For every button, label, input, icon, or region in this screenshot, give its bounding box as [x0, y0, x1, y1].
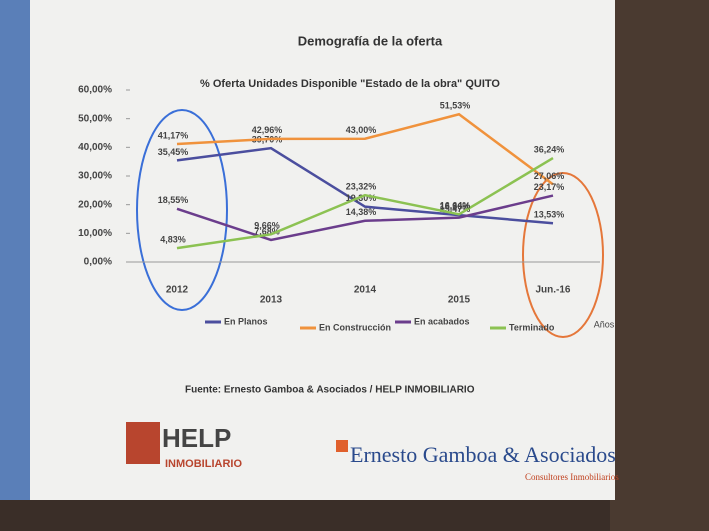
data-label: 4,83%	[160, 235, 186, 245]
help-logo-icon	[126, 422, 160, 464]
y-tick-label: 30,00%	[78, 171, 112, 182]
data-label: 43,00%	[346, 125, 377, 135]
y-tick-label: 20,00%	[78, 199, 112, 210]
series-line	[176, 146, 554, 225]
curtain	[610, 0, 709, 531]
data-label: 7,68%	[254, 226, 280, 236]
gamboa-logo-sub: Consultores Inmobiliarios	[525, 472, 619, 482]
series-line	[176, 157, 554, 250]
x-tick-label: 2014	[354, 285, 377, 296]
data-label: 9,66%	[254, 221, 280, 231]
data-label: 42,96%	[252, 125, 283, 135]
data-label: 27,06%	[534, 171, 565, 181]
highlight-circle	[136, 109, 228, 311]
help-logo-sub: INMOBILIARIO	[165, 458, 242, 470]
data-label: 23,17%	[534, 182, 565, 192]
x-tick-label: 2012	[166, 285, 189, 296]
y-tick-label: 40,00%	[78, 142, 112, 153]
legend-label: En Construcción	[319, 322, 391, 332]
legend-label: En acabados	[414, 316, 470, 326]
data-label: 16,36%	[440, 201, 471, 211]
help-logo: HELP	[162, 423, 231, 453]
data-label: 41,17%	[158, 130, 189, 140]
x-axis-label: Años	[594, 319, 615, 329]
data-label: 18,55%	[158, 195, 189, 205]
x-tick-label: Jun.-16	[535, 285, 570, 296]
gamboa-logo-icon	[336, 440, 348, 452]
legend-label: En Planos	[224, 316, 268, 326]
chart-title: Demografía de la oferta	[298, 33, 443, 48]
chart-subtitle: % Oferta Unidades Disponible "Estado de …	[200, 78, 500, 90]
y-tick-label: 0,00%	[84, 257, 112, 268]
slide	[30, 0, 615, 500]
gamboa-logo: Ernesto Gamboa & Asociados	[350, 442, 616, 467]
x-tick-label: 2013	[260, 295, 283, 306]
data-label: 13,53%	[534, 210, 565, 220]
data-label: 36,24%	[534, 144, 565, 154]
data-label: 15,47%	[440, 204, 471, 214]
legend-label: Terminado	[509, 322, 555, 332]
data-label: 51,53%	[440, 101, 471, 111]
source: Fuente: Ernesto Gamboa & Asociados / HEL…	[185, 385, 475, 396]
data-label: 14,38%	[346, 207, 377, 217]
data-label: 23,32%	[346, 182, 377, 192]
y-tick-label: 10,00%	[78, 228, 112, 239]
y-tick-label: 50,00%	[78, 113, 112, 124]
highlight-circle	[522, 172, 604, 338]
series-line	[176, 194, 554, 242]
data-label: 16,64%	[440, 201, 471, 211]
x-tick-label: 2015	[448, 295, 471, 306]
data-label: 35,45%	[158, 147, 189, 157]
y-tick-label: 60,00%	[78, 85, 112, 96]
series-line	[176, 112, 554, 186]
